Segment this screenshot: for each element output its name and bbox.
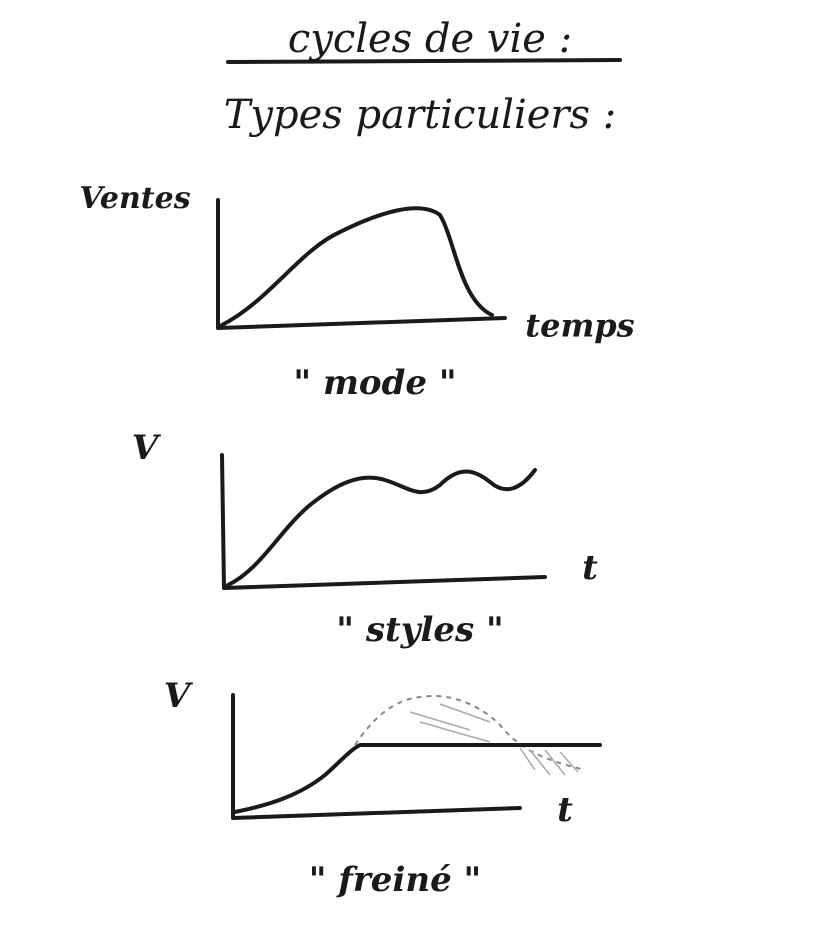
dashed-curve [355, 696, 585, 770]
panel: V t " freiné " [164, 676, 600, 900]
axes [222, 455, 545, 588]
caption: " mode " [293, 363, 456, 403]
y-label: Ventes [79, 181, 190, 216]
x-label: temps [525, 307, 634, 345]
title: cycles de vie : [288, 16, 572, 62]
panel: Ventes temps " mode " [79, 181, 634, 403]
curve [235, 745, 600, 812]
hatching [410, 704, 578, 775]
curve [228, 470, 535, 585]
y-label: V [132, 428, 162, 468]
x-label: t [582, 548, 598, 588]
axes [218, 200, 505, 328]
curve [222, 208, 492, 325]
y-label: V [164, 676, 194, 716]
caption: " freiné " [309, 860, 482, 900]
title-underline [228, 60, 620, 62]
subtitle: Types particuliers : [224, 92, 617, 138]
caption: " styles " [336, 610, 503, 650]
x-label: t [557, 790, 573, 830]
panel: V t " styles " [132, 428, 598, 650]
page: cycles de vie : Types particuliers : Ven… [0, 0, 815, 952]
